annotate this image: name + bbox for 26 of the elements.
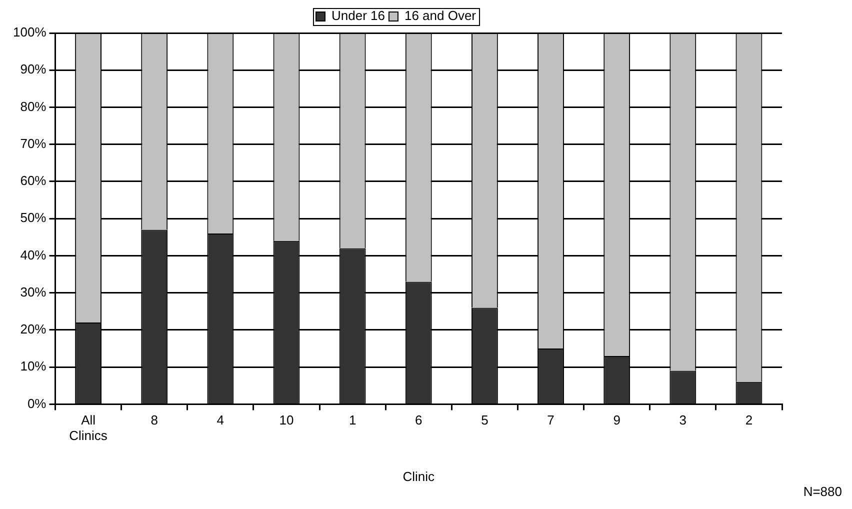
y-tick-label: 20% <box>20 322 47 337</box>
y-tick-label: 10% <box>20 358 47 374</box>
legend-label: Under 16 <box>331 8 385 24</box>
x-tick-label: 4 <box>216 412 224 428</box>
x-tick-label: 9 <box>613 412 620 428</box>
text: N=880 <box>803 484 842 500</box>
x-tick-label: 2 <box>745 412 753 428</box>
y-tick-label: 80% <box>20 98 47 114</box>
y-tick-label: 100% <box>13 24 47 40</box>
y-tick-label: 50% <box>20 210 47 226</box>
x-tick-label: 6 <box>415 412 422 428</box>
x-tick-label: 8 <box>150 412 158 428</box>
x-tick-label: 1 <box>348 412 356 428</box>
y-tick-label: 70% <box>20 136 47 151</box>
y-tick-label: 60% <box>20 173 47 188</box>
x-tick-label: 10 <box>279 412 294 428</box>
y-tick-label: 90% <box>20 62 47 77</box>
y-tick-label: 30% <box>20 284 47 300</box>
x-tick-label: 7 <box>547 412 554 428</box>
x-tick-label: All Clinics <box>69 412 108 444</box>
legend-label: 16 and Over <box>404 8 477 24</box>
y-tick-label: 40% <box>20 247 47 262</box>
x-tick-label: 5 <box>481 412 488 428</box>
y-tick-label: 0% <box>27 396 47 411</box>
x-tick-label: 3 <box>679 412 687 428</box>
x-axis-title: Clinic <box>402 468 436 484</box>
